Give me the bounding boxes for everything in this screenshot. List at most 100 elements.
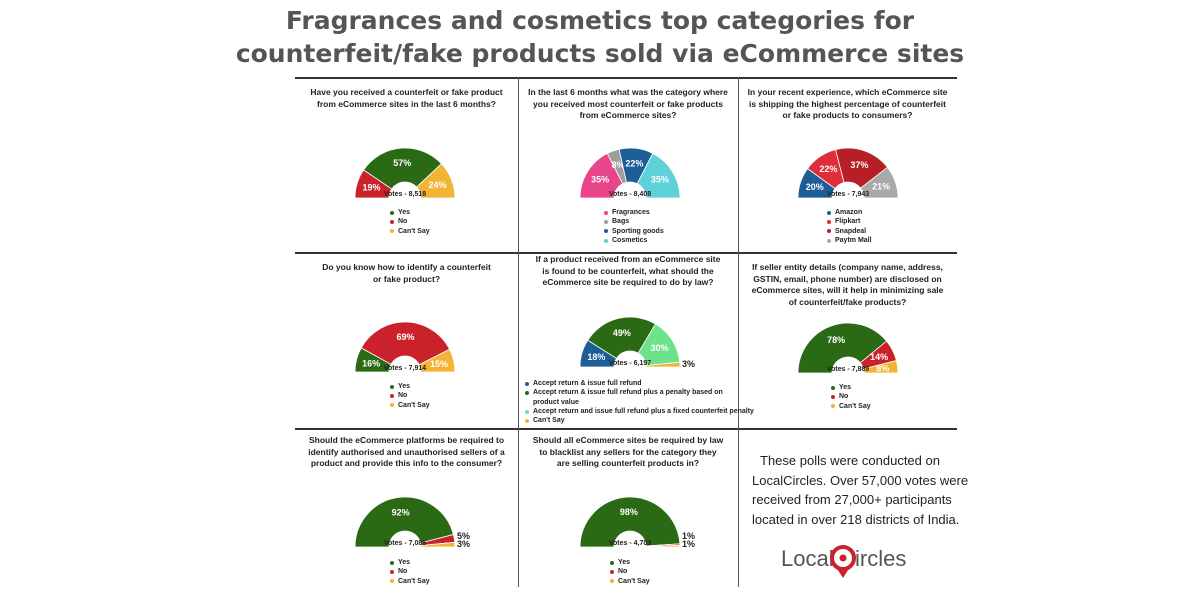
poll-legend: Yes No Can't Say	[610, 558, 650, 586]
question-line: of counterfeit/fake products?	[788, 296, 907, 307]
legend-label: No	[398, 217, 407, 226]
legend-swatch	[390, 403, 394, 408]
legend-swatch	[390, 219, 394, 224]
legend-item: Can't Say	[831, 402, 871, 411]
legend-label-text: Accept return and issue full refund plus…	[533, 407, 754, 415]
legend-label-text: Yes	[398, 209, 411, 216]
legend-label: Bags	[612, 217, 629, 226]
question-line: Do you know how to identify a counterfei…	[322, 262, 491, 272]
poll-legend: Amazon Flipkart Snapdeal Paytm Mall	[827, 208, 872, 245]
legend-label: Can't Say	[398, 227, 430, 236]
gauge-value-label: 14%	[870, 352, 888, 362]
legend-swatch	[827, 219, 831, 224]
legend-swatch	[827, 210, 831, 215]
gauge-segment	[360, 321, 451, 366]
gauge-value-label: 22%	[819, 164, 837, 174]
gauge-value-label: 18%	[587, 352, 605, 362]
gauge-value-label: 1%	[682, 539, 695, 549]
legend-label: No	[398, 391, 407, 400]
gauge-segment	[860, 166, 899, 199]
legend-item: Fragrances	[604, 208, 664, 217]
legend-item: Can't Say	[390, 401, 430, 410]
poll-gauge: 18% 49% 30% 3% Votes - 6,197	[579, 316, 695, 369]
gauge-segment	[354, 496, 454, 548]
legend-label: No	[398, 567, 407, 576]
legend-swatch	[610, 569, 614, 574]
poll-question: Do you know how to identify a counterfei…	[295, 262, 518, 285]
question-line: In the last 6 months what was the catego…	[528, 87, 728, 97]
votes-label: Votes - 7,889	[827, 366, 869, 373]
legend-item: Flipkart	[827, 217, 872, 226]
logo-text-right: ircles	[855, 546, 906, 571]
question-line: Should all eCommerce sites be required b…	[532, 435, 724, 445]
legend-label-text: Can't Say	[398, 227, 430, 235]
legend-item: Snapdeal	[827, 227, 872, 236]
gauge-value-label: 20%	[806, 182, 824, 192]
poll-gauge: 98% 1%1% Votes - 4,703	[579, 496, 695, 549]
grid-rule	[295, 428, 957, 430]
question-line: you received most counterfeit or fake pr…	[533, 98, 723, 109]
gauge-value-label: 78%	[827, 335, 845, 345]
title-line: Fragrances and cosmetics top categories …	[285, 6, 915, 35]
gauge-value-label: 24%	[429, 180, 447, 190]
question-line: product and provide this info to the con…	[310, 458, 503, 468]
legend-swatch	[390, 569, 394, 574]
legend-item: No	[390, 567, 430, 576]
question-line: to blacklist any sellers for the categor…	[539, 446, 717, 457]
gauge-segment	[645, 361, 681, 368]
legend-item: Amazon	[827, 208, 872, 217]
question-line: from eCommerce sites?	[579, 110, 677, 120]
legend-item: Can't Say	[525, 416, 754, 425]
poll-gauge: 35%8% 22%35%Votes - 8,408	[579, 147, 681, 199]
title-line: counterfeit/fake products sold via eComm…	[235, 39, 965, 68]
legend-label-text: Fragrances	[612, 209, 650, 216]
legend-label-text: No	[398, 392, 408, 400]
gauge-segment	[797, 322, 888, 374]
legend-item: Can't Say	[610, 577, 650, 586]
note-line: These polls were conducted on	[760, 453, 940, 468]
legend-label: Sporting goods	[612, 227, 664, 236]
legend-label-text: No	[839, 393, 849, 401]
poll-question: If a product received from an eCommerce …	[518, 254, 738, 289]
legend-swatch	[610, 579, 614, 584]
votes-label: Votes - 8,518	[384, 191, 426, 198]
poll-question: In the last 6 months what was the catego…	[518, 87, 738, 122]
question-line: is shipping the highest percentage of co…	[749, 98, 946, 109]
legend-label: Can't Say	[533, 416, 565, 425]
legend-item: Bags	[604, 217, 664, 226]
legend-label-text: product value	[533, 398, 579, 406]
gauge-value-label: 3%	[457, 539, 470, 549]
question-line: eCommerce sites, will it help in minimiz…	[751, 285, 944, 295]
legend-label-text: Can't Say	[398, 577, 430, 585]
legend-swatch	[831, 385, 835, 390]
gauge-value-label: 8%	[876, 364, 889, 374]
poll-question: Should all eCommerce sites be required b…	[518, 435, 738, 470]
legend-label-text: Amazon	[835, 209, 863, 216]
legend-label: Snapdeal	[835, 227, 866, 236]
logo-pin-icon	[830, 545, 856, 578]
legend-label: Yes	[398, 382, 410, 391]
question-line: or fake products to consumers?	[782, 110, 913, 120]
poll-gauge: 20% 22% 37% 21%Votes - 7,943	[797, 147, 899, 199]
legend-item: Yes	[390, 208, 430, 217]
note-line: received from 27,000+ participants	[752, 492, 952, 507]
legend-item: No	[390, 391, 430, 400]
question-line: In your recent experience, which eCommer…	[747, 87, 948, 97]
poll-gauge: 78% 14% 8% Votes - 7,889	[797, 322, 899, 374]
legend-swatch	[827, 238, 831, 243]
legend-item: Yes	[390, 558, 430, 567]
question-line: from eCommerce sites in the last 6 month…	[316, 98, 497, 109]
legend-label: Yes	[398, 208, 410, 217]
poll-legend: Yes No Can't Say	[390, 558, 430, 586]
gauge-value-label: 92%	[392, 507, 410, 517]
poll-question: Have you received a counterfeit or fake …	[295, 87, 518, 110]
legend-swatch	[604, 219, 608, 224]
legend-label: Can't Say	[618, 577, 650, 586]
legend-label-text: Yes	[398, 383, 411, 390]
legend-label-text: Can't Say	[839, 402, 871, 410]
legend-swatch	[831, 404, 835, 409]
votes-label: Votes - 7,086	[384, 540, 426, 547]
legend-item: Can't Say	[390, 227, 430, 236]
gauge-value-label: 1%	[682, 531, 695, 541]
legend-item: Cosmetics	[604, 236, 664, 245]
